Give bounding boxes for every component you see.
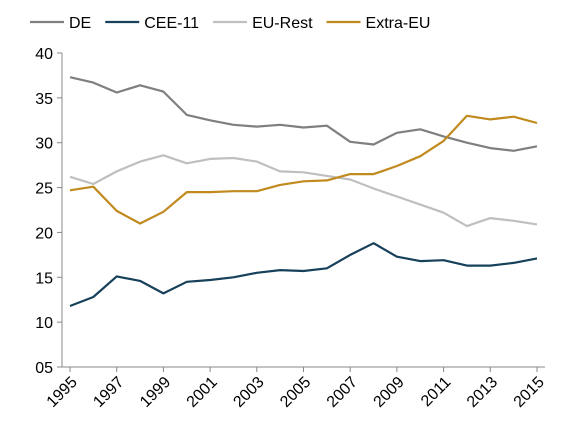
x-tick-label: 2005 — [277, 374, 314, 411]
series-line — [69, 114, 538, 225]
x-tick-label: 2009 — [371, 374, 408, 411]
y-tick-label: 15 — [35, 270, 53, 287]
x-tick-label: 2015 — [511, 374, 548, 411]
y-tick-label: 25 — [35, 181, 53, 198]
y-tick-label: 05 — [35, 360, 53, 377]
y-tick-label: 40 — [35, 46, 53, 63]
x-tick-label: 2007 — [324, 374, 361, 411]
x-tick-label: 2003 — [230, 374, 267, 411]
y-tick-label: 10 — [35, 315, 53, 332]
legend-item: CEE-11 — [105, 15, 199, 32]
legend-label: EU-Rest — [252, 15, 313, 32]
x-tick-label: 1995 — [44, 374, 81, 411]
x-tick-label: 2011 — [418, 374, 454, 410]
x-tick-label: 1999 — [137, 374, 174, 411]
legend-item: Extra-EU — [326, 15, 431, 32]
series-line — [69, 154, 538, 228]
series-line — [69, 76, 538, 152]
series-line — [69, 242, 538, 308]
y-tick-label: 35 — [35, 91, 53, 108]
x-tick-label: 1997 — [90, 374, 127, 411]
legend-label: Extra-EU — [366, 15, 431, 32]
legend-label: DE — [69, 15, 91, 32]
legend-item: DE — [30, 15, 91, 32]
y-tick-label: 20 — [35, 225, 53, 242]
legend-label: CEE-11 — [144, 15, 199, 32]
y-tick-label: 30 — [35, 136, 53, 153]
legend-item: EU-Rest — [213, 15, 313, 32]
x-tick-label: 2001 — [184, 374, 221, 411]
x-tick-label: 2013 — [464, 374, 501, 411]
